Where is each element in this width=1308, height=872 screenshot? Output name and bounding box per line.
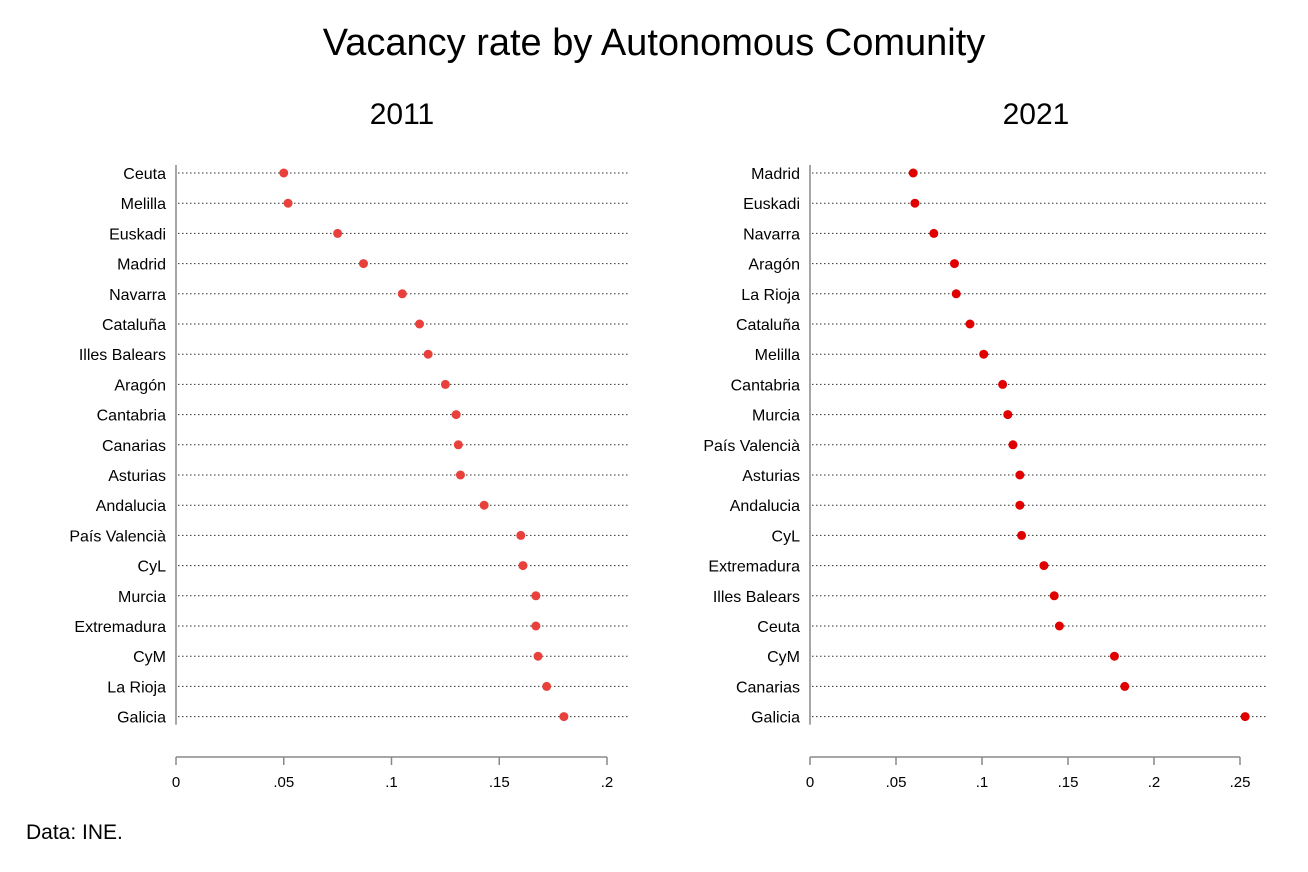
x-tick-label: 0 [172,774,180,791]
category-label: Asturias [742,468,800,485]
data-point [283,198,293,208]
data-point [531,591,541,601]
panel-title-0: 2011 [370,98,435,131]
data-point [516,530,526,540]
data-point [455,470,465,480]
data-point [979,349,989,359]
x-tick-label: .2 [1148,774,1161,791]
data-point [951,289,961,299]
data-point [440,379,450,389]
category-label: Illes Balears [713,589,800,606]
category-label: Galicia [117,710,166,727]
x-tick-label: .1 [976,774,989,791]
data-point [1049,591,1059,601]
category-label: Asturias [108,468,166,485]
data-point [279,168,289,178]
category-label: Cantabria [97,408,166,425]
data-source-note: Data: INE. [26,821,123,844]
category-label: Canarias [102,438,166,455]
data-point [542,681,552,691]
category-label: Euskadi [109,226,166,243]
category-label: Navarra [743,226,800,243]
data-point [479,500,489,510]
category-label: Ceuta [123,166,166,183]
x-tick-label: .1 [385,774,398,791]
data-point [1015,500,1025,510]
data-point [533,651,543,661]
data-point [423,349,433,359]
data-point [559,712,569,722]
data-point [358,259,368,269]
data-point [1017,530,1027,540]
category-label: Madrid [751,166,800,183]
data-point [1120,681,1130,691]
x-tick-label: .05 [273,774,294,791]
data-point [929,228,939,238]
x-tick-label: .15 [1058,774,1079,791]
category-label: La Rioja [741,287,800,304]
category-label: Cataluña [736,317,800,334]
data-point [910,198,920,208]
data-point [1109,651,1119,661]
data-point [965,319,975,329]
data-point [453,440,463,450]
category-label: Murcia [752,408,800,425]
category-label: Canarias [736,679,800,696]
category-label: CyM [767,649,800,666]
data-point [451,410,461,420]
category-label: CyM [133,649,166,666]
data-point [1008,440,1018,450]
data-point [1240,712,1250,722]
category-label: Madrid [117,257,166,274]
panel-title-1: 2021 [1003,98,1070,131]
category-label: La Rioja [107,679,166,696]
data-point [397,289,407,299]
data-point [908,168,918,178]
category-label: Melilla [121,196,166,213]
category-label: País Valencià [703,438,800,455]
category-label: Extremadura [74,619,166,636]
category-label: Navarra [109,287,166,304]
chart-title: Vacancy rate by Autonomous Comunity [322,22,986,64]
category-label: CyL [772,528,801,545]
data-point [1039,561,1049,571]
x-tick-label: 0 [806,774,814,791]
x-tick-label: .05 [886,774,907,791]
data-point [531,621,541,631]
category-label: Aragón [748,257,800,274]
x-tick-label: .2 [601,774,614,791]
category-label: Galicia [751,710,800,727]
category-label: Melilla [755,347,800,364]
data-point [1015,470,1025,480]
category-label: CyL [138,559,167,576]
category-label: Aragón [114,377,166,394]
data-point [949,259,959,269]
category-label: Andalucia [96,498,166,515]
category-label: Cataluña [102,317,166,334]
category-label: Andalucia [730,498,800,515]
data-point [518,561,528,571]
data-point [415,319,425,329]
category-label: Ceuta [757,619,800,636]
data-point [333,228,343,238]
category-label: Illes Balears [79,347,166,364]
x-tick-label: .15 [489,774,510,791]
category-label: Murcia [118,589,166,606]
category-label: País Valencià [69,528,166,545]
x-tick-label: .25 [1230,774,1251,791]
category-label: Euskadi [743,196,800,213]
data-point [998,379,1008,389]
category-label: Cantabria [731,377,800,394]
data-point [1003,410,1013,420]
data-point [1054,621,1064,631]
category-label: Extremadura [708,559,800,576]
